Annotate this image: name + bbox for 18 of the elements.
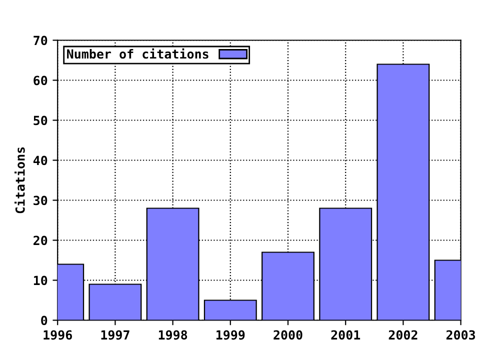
legend-label: Number of citations bbox=[67, 48, 208, 59]
x-tick-label: 2002 bbox=[388, 330, 418, 340]
y-tick-label: 20 bbox=[34, 236, 48, 246]
y-axis-title: Citations bbox=[14, 147, 25, 214]
y-tick-label: 60 bbox=[34, 76, 48, 86]
x-tick-label: 1997 bbox=[101, 330, 130, 340]
y-tick-label: 50 bbox=[34, 116, 48, 126]
y-tick-label: 30 bbox=[34, 196, 48, 206]
x-tick-label: 2003 bbox=[446, 330, 476, 340]
x-tick-label: 2000 bbox=[274, 330, 302, 340]
x-tick-label: 1999 bbox=[216, 330, 245, 340]
y-tick-label: 70 bbox=[34, 36, 48, 46]
x-tick-label: 1996 bbox=[44, 330, 72, 340]
y-tick-label: 40 bbox=[33, 156, 48, 166]
y-tick-label: 10 bbox=[34, 276, 48, 286]
y-tick-label: 0 bbox=[41, 316, 48, 326]
x-tick-label: 1998 bbox=[158, 330, 188, 340]
x-tick-label: 2001 bbox=[331, 330, 360, 340]
